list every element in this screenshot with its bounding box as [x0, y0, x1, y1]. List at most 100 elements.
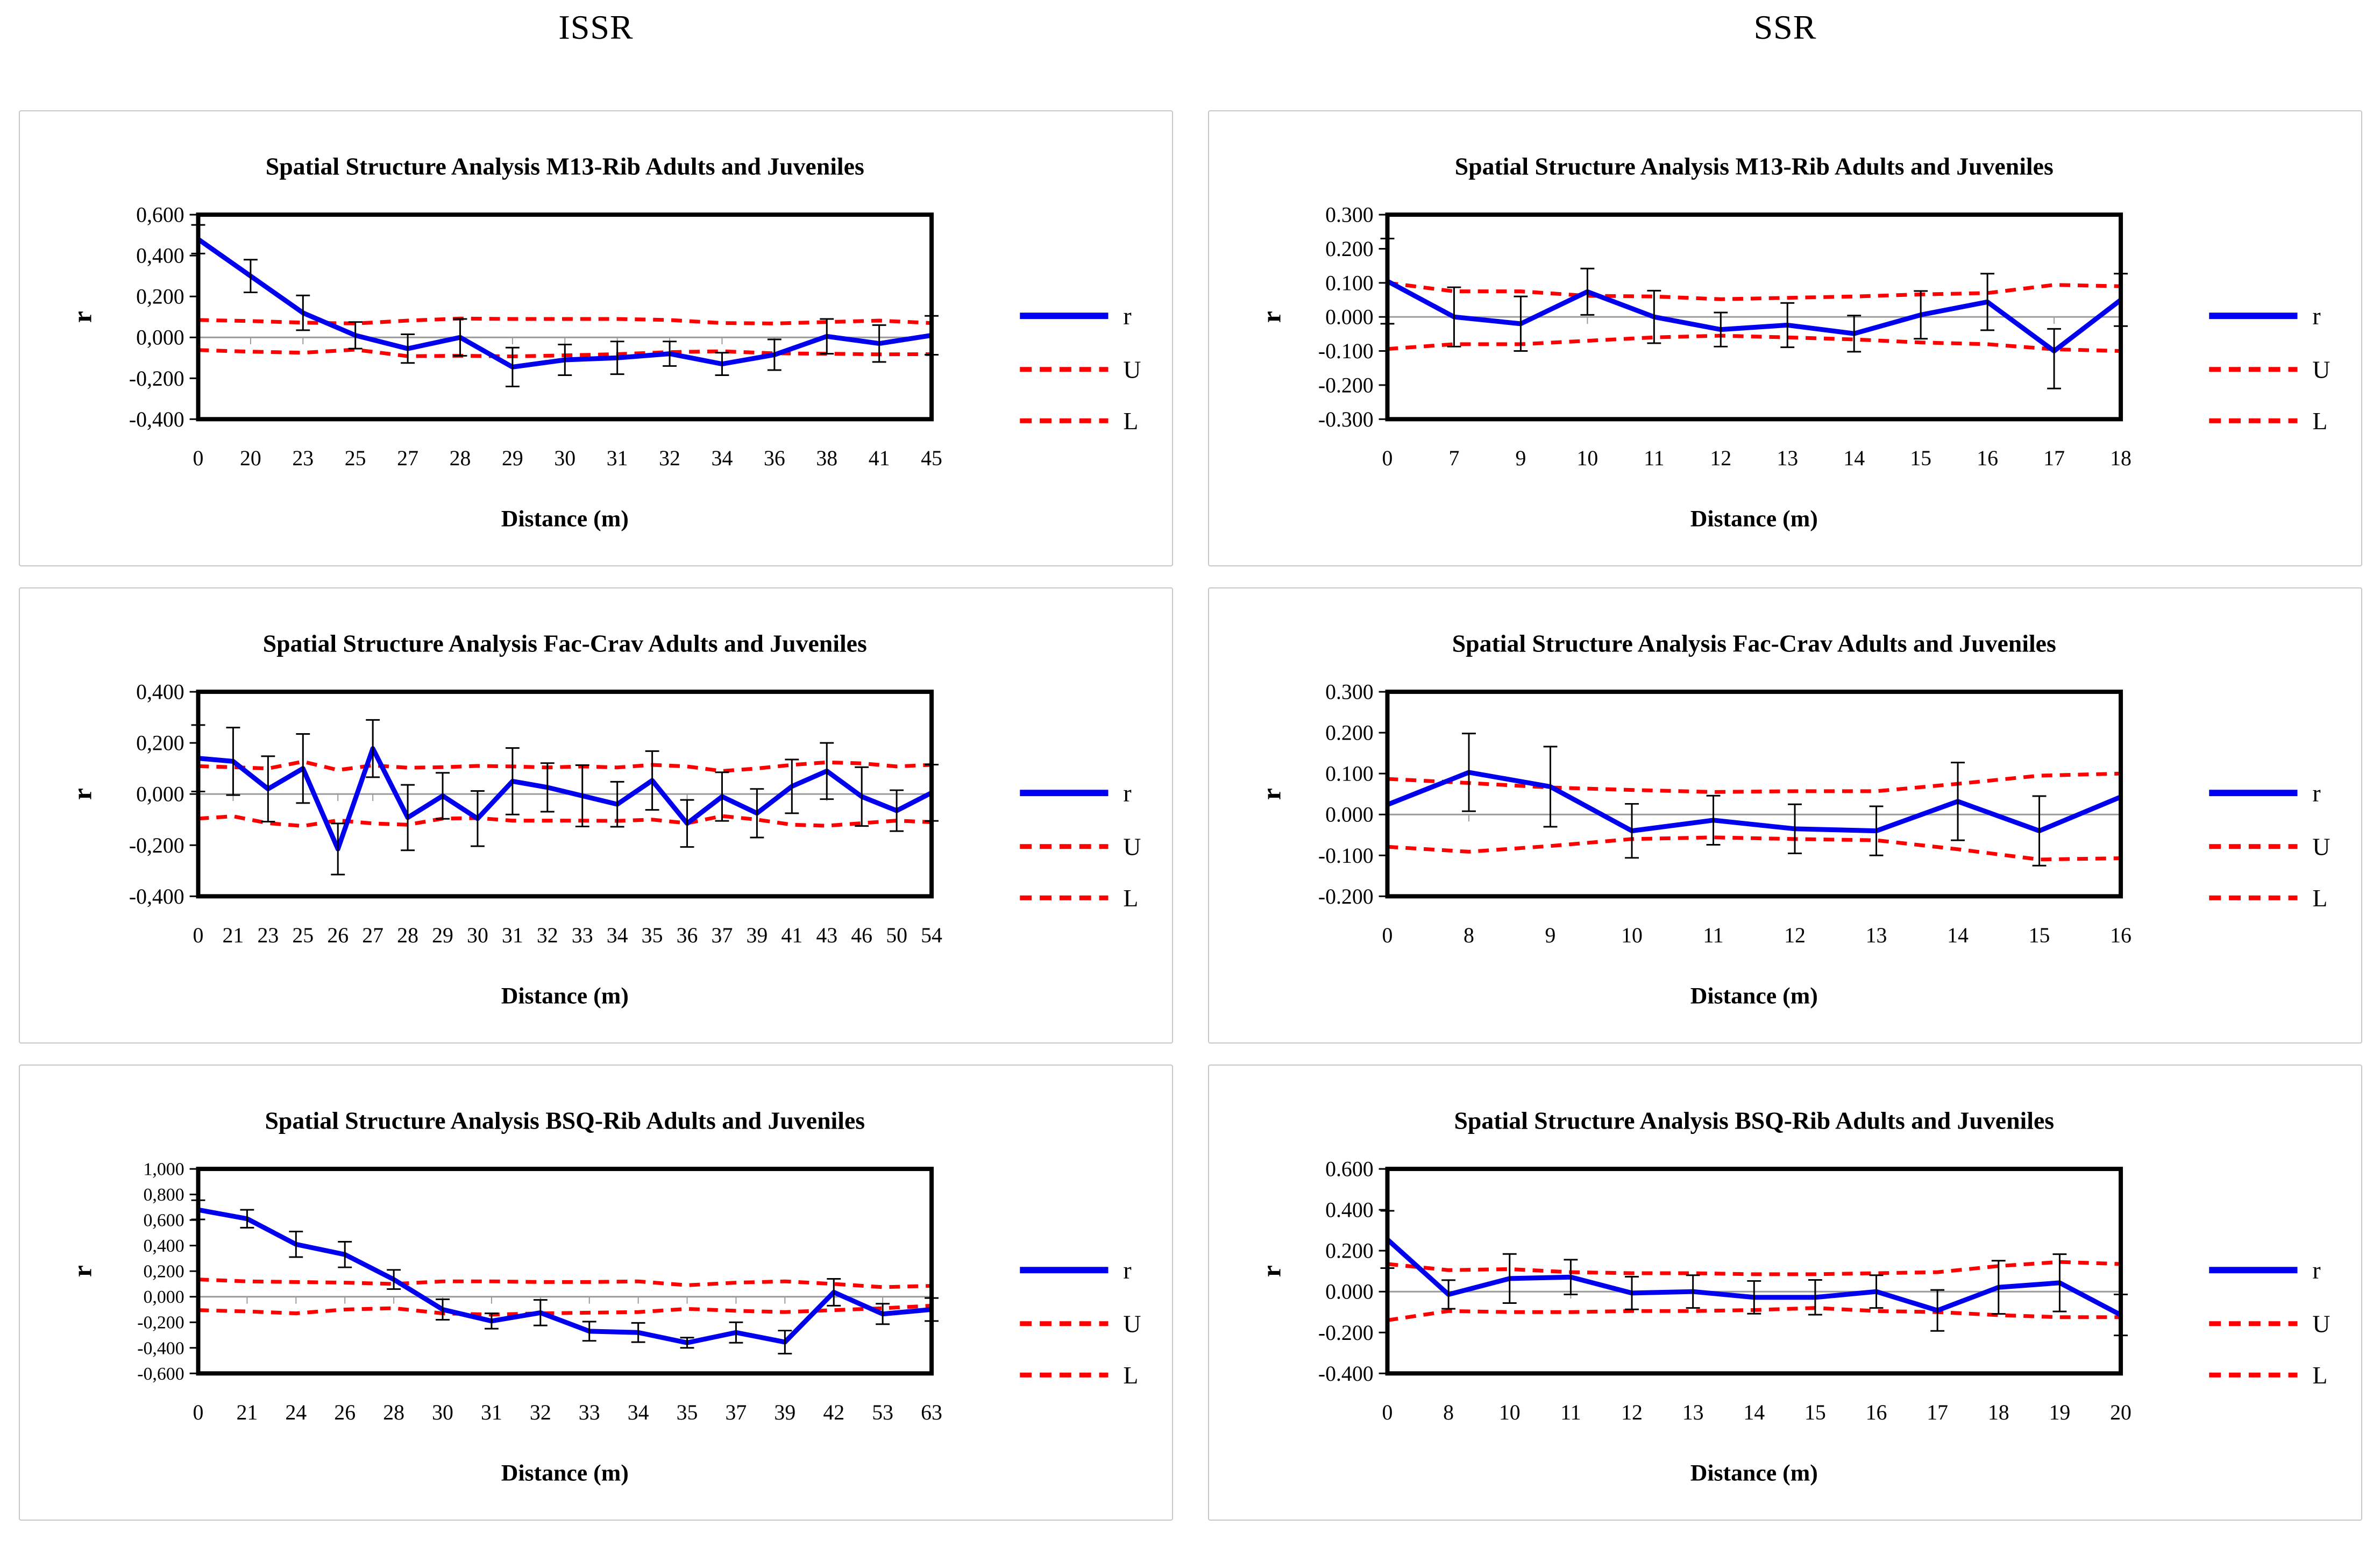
x-tick-label: 34	[628, 1401, 649, 1424]
x-tick-label: 10	[1499, 1401, 1521, 1424]
r-line	[197, 1207, 932, 1345]
x-tick-label: 7	[1449, 446, 1460, 470]
x-tick-label: 36	[677, 924, 698, 947]
x-axis-label: Distance (m)	[501, 506, 629, 531]
y-tick-label: 0,200	[136, 285, 184, 309]
chart-panel-issr-bsq-rib: Spatial Structure Analysis BSQ-Rib Adult…	[19, 1065, 1173, 1521]
x-tick-label: 30	[554, 446, 576, 470]
x-tick-label: 41	[869, 446, 890, 470]
x-tick-label: 28	[397, 924, 418, 947]
x-axis-label: Distance (m)	[1690, 1460, 1818, 1486]
x-tick-label: 18	[2110, 446, 2132, 470]
y-tick-label: -0,400	[129, 885, 184, 909]
error-bars	[191, 224, 939, 387]
y-axis-label: r	[67, 1265, 97, 1277]
y-tick-label: 0.100	[1325, 271, 1374, 295]
legend-label-u: U	[2312, 833, 2330, 861]
x-tick-label: 25	[345, 446, 366, 470]
column-header-ssr: SSR	[1753, 8, 1817, 46]
y-tick-label: 0.300	[1325, 203, 1374, 227]
y-tick-label: 0.200	[1325, 721, 1374, 745]
y-tick-label: 0.300	[1325, 680, 1374, 704]
u-bound-line	[198, 316, 932, 325]
x-tick-label: 37	[726, 1401, 747, 1424]
plot-frame	[1385, 212, 2123, 422]
x-tick-label: 12	[1621, 1401, 1643, 1424]
x-axis-label: Distance (m)	[501, 1460, 629, 1486]
y-tick-label: -0,400	[129, 408, 184, 431]
x-tick-label: 11	[1703, 924, 1723, 947]
chart-panel-ssr-fac-crav: Spatial Structure Analysis Fac-Crav Adul…	[1208, 587, 2362, 1044]
y-tick-label: -0.100	[1318, 339, 1374, 363]
r-line	[198, 746, 933, 851]
x-tick-label: 0	[193, 1401, 204, 1424]
x-tick-label: 18	[1988, 1401, 2009, 1424]
x-tick-label: 21	[237, 1401, 258, 1424]
legend-label-r: r	[1123, 302, 1131, 330]
l-bound-line	[1387, 835, 2121, 862]
error-bars	[1380, 237, 2128, 389]
x-tick-label: 39	[746, 924, 768, 947]
x-tick-label: 54	[921, 924, 942, 947]
y-tick-label: -0.200	[1318, 885, 1374, 909]
error-bars	[191, 1199, 939, 1354]
chart-panel-ssr-bsq-rib: Spatial Structure Analysis BSQ-Rib Adult…	[1208, 1065, 2362, 1521]
x-tick-label: 35	[642, 924, 663, 947]
x-tick-label: 32	[537, 924, 558, 947]
x-tick-label: 17	[2043, 446, 2065, 470]
x-tick-label: 26	[334, 1401, 356, 1424]
chart-ssr-m13-rib: Spatial Structure Analysis M13-Rib Adult…	[1256, 152, 2330, 531]
x-axis-label: Distance (m)	[1690, 506, 1818, 531]
x-tick-label: 11	[1644, 446, 1664, 470]
x-tick-label: 28	[383, 1401, 404, 1424]
chart-issr-bsq-rib: Spatial Structure Analysis BSQ-Rib Adult…	[67, 1106, 1141, 1486]
x-tick-label: 0	[1382, 1401, 1393, 1424]
chart-panel-issr-m13-rib: Spatial Structure Analysis M13-Rib Adult…	[19, 110, 1173, 566]
legend-label-u: U	[2312, 356, 2330, 384]
y-tick-label: 0.000	[1325, 803, 1374, 827]
y-tick-label: 0,200	[144, 1262, 184, 1282]
y-tick-label: -0.200	[1318, 1321, 1374, 1345]
chart-issr-m13-rib: Spatial Structure Analysis M13-Rib Adult…	[67, 152, 1141, 531]
y-tick-label: -0,200	[129, 367, 184, 391]
legend-label-u: U	[1123, 356, 1141, 384]
l-bound-line	[198, 814, 932, 828]
y-tick-label: -0,400	[137, 1338, 184, 1358]
plot-frame	[1385, 690, 2123, 899]
plot-frame	[196, 212, 934, 422]
x-tick-label: 14	[1843, 446, 1865, 470]
x-tick-label: 32	[659, 446, 680, 470]
x-tick-label: 39	[774, 1401, 795, 1424]
x-tick-label: 0	[1382, 446, 1393, 470]
chart-title: Spatial Structure Analysis BSQ-Rib Adult…	[1454, 1106, 2054, 1134]
chart-title: Spatial Structure Analysis M13-Rib Adult…	[266, 152, 864, 180]
x-tick-label: 21	[223, 924, 244, 947]
legend-label-u: U	[2312, 1310, 2330, 1338]
x-tick-label: 32	[530, 1401, 551, 1424]
r-line	[1386, 279, 2122, 354]
x-tick-label: 24	[285, 1401, 307, 1424]
plot-frame	[1385, 1167, 2123, 1376]
plot-frame	[196, 1167, 934, 1376]
y-tick-label: -0,200	[129, 834, 184, 857]
x-tick-label: 37	[712, 924, 733, 947]
legend-label-l: L	[2312, 1361, 2327, 1389]
y-axis-label: r	[1256, 1265, 1286, 1277]
x-tick-label: 38	[816, 446, 837, 470]
x-tick-label: 8	[1463, 924, 1474, 947]
y-tick-label: -0.300	[1318, 408, 1374, 431]
x-tick-label: 25	[292, 924, 314, 947]
u-bound-line	[1387, 771, 2121, 794]
chart-title: Spatial Structure Analysis BSQ-Rib Adult…	[265, 1106, 865, 1134]
legend-label-r: r	[1123, 1257, 1131, 1284]
y-tick-label: 0.000	[1325, 1280, 1374, 1304]
x-tick-label: 34	[607, 924, 628, 947]
x-tick-label: 53	[872, 1401, 893, 1424]
x-tick-label: 12	[1710, 446, 1731, 470]
x-tick-label: 20	[2110, 1401, 2132, 1424]
y-tick-label: 0,800	[144, 1185, 184, 1205]
chart-title: Spatial Structure Analysis Fac-Crav Adul…	[263, 629, 867, 657]
plot-frame	[196, 690, 934, 899]
x-tick-label: 0	[193, 924, 204, 947]
y-tick-label: 0.000	[1325, 306, 1374, 329]
